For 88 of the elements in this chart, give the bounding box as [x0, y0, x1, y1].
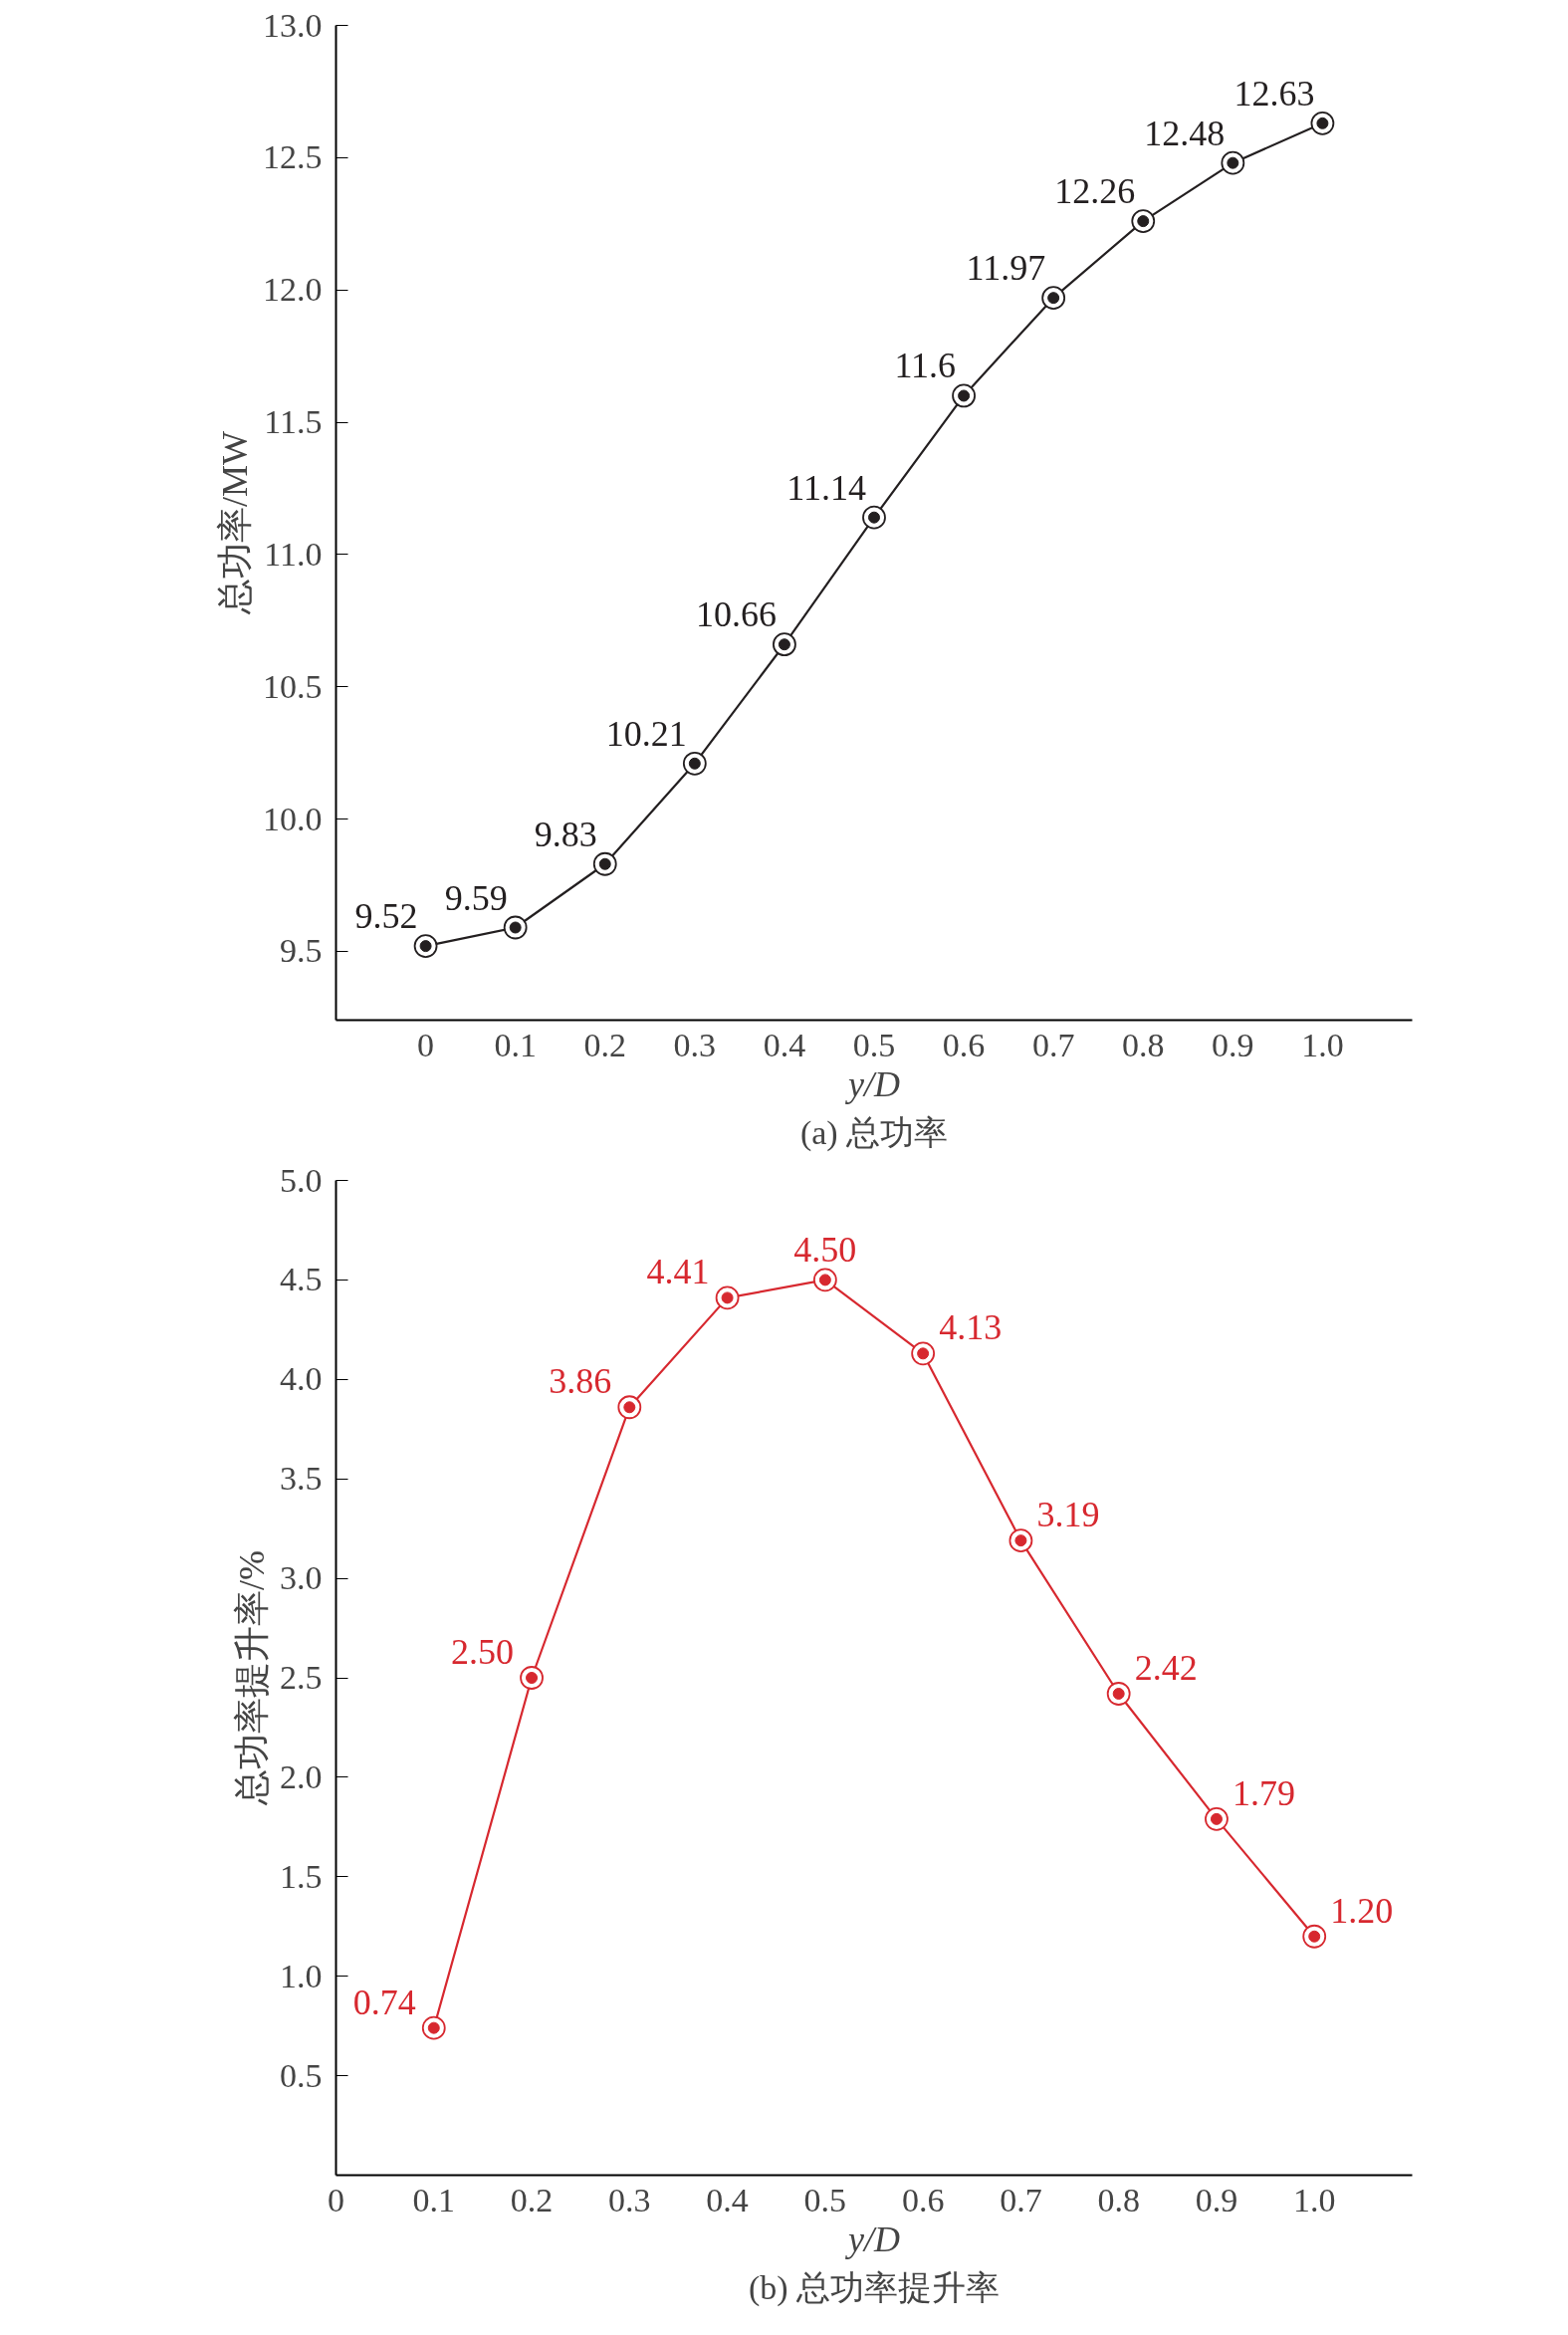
y-tick-label: 10.5 [263, 667, 323, 705]
x-tick-label: 0.1 [494, 1026, 537, 1063]
x-tick-label: 0.4 [706, 2181, 749, 2218]
x-tick-label: 0 [417, 1026, 435, 1063]
data-label: 12.63 [1233, 73, 1315, 114]
y-tick-label: 3.5 [280, 1460, 323, 1498]
data-label: 1.20 [1330, 1890, 1394, 1931]
data-label: 11.97 [966, 248, 1046, 289]
point [715, 1285, 740, 1310]
point [1310, 111, 1335, 135]
y-tick-label: 10.0 [263, 800, 323, 837]
point [1041, 286, 1066, 311]
point [682, 751, 707, 776]
x-tick-label: 0.8 [1122, 1026, 1165, 1063]
point [617, 1395, 642, 1420]
point [421, 2015, 446, 2040]
y-tick-label: 1.5 [280, 1857, 323, 1895]
y-tick-label: 2.5 [280, 1659, 323, 1696]
y-tick-label: 1.0 [280, 1957, 323, 1994]
point [911, 1341, 936, 1366]
point [1008, 1528, 1033, 1553]
x-tick-label: 1.0 [1301, 1026, 1344, 1063]
data-label: 9.52 [354, 896, 418, 937]
y-tick-label: 2.0 [280, 1757, 323, 1795]
data-label: 4.13 [939, 1307, 1003, 1348]
y-tick-label: 4.5 [280, 1261, 323, 1298]
data-label: 11.6 [894, 346, 957, 386]
data-label: 0.74 [352, 1982, 416, 2022]
x-tick-label: 0 [328, 2181, 344, 2218]
x-tick-label: 0.7 [1000, 2181, 1042, 2218]
y-tick-label: 11.5 [264, 403, 323, 441]
y-axis-title: 总功率/MW [215, 430, 255, 615]
point [592, 851, 617, 876]
y-tick-label: 5.0 [280, 1161, 323, 1199]
text: (a) 总功率 [799, 1113, 949, 1152]
point [1302, 1924, 1327, 1949]
y-tick-label: 13.0 [263, 6, 323, 44]
x-tick-label: 0.1 [412, 2181, 456, 2218]
x-tick-label: 0.4 [763, 1026, 806, 1063]
x-tick-label: 0.7 [1031, 1026, 1075, 1063]
x-tick-label: 0.5 [803, 2181, 847, 2218]
point [773, 632, 796, 657]
data-label: 10.66 [695, 594, 777, 635]
y-tick-label: 0.5 [280, 2056, 323, 2094]
data-label: 4.50 [793, 1230, 857, 1271]
point [862, 505, 886, 530]
point [812, 1268, 837, 1292]
x-tick-label: 0.2 [583, 1026, 626, 1063]
x-tick-label: 0.8 [1097, 2181, 1140, 2218]
point [1131, 209, 1156, 233]
x-tick-label: 0.9 [1212, 1026, 1254, 1063]
point [1205, 1806, 1229, 1831]
x-axis-title: y/D [845, 2218, 900, 2259]
y-tick-label: 12.5 [263, 138, 323, 176]
data-label: 9.83 [534, 814, 597, 854]
data-label: 4.41 [646, 1252, 710, 1292]
data-label: 3.19 [1036, 1495, 1100, 1535]
x-axis-title: y/D [845, 1063, 900, 1104]
y-axis-title: 总功率提升率/% [232, 1550, 272, 1806]
x-tick-label: 0.3 [673, 1026, 717, 1063]
data-label: 1.79 [1232, 1772, 1295, 1813]
point [503, 915, 528, 940]
data-label: 10.21 [605, 713, 687, 754]
point [1221, 150, 1245, 175]
point [952, 383, 976, 408]
y-tick-label: 9.5 [280, 932, 323, 970]
x-tick-label: 0.6 [901, 2181, 945, 2218]
y-tick-label: 3.0 [280, 1559, 323, 1597]
data-label: 2.50 [451, 1632, 515, 1672]
y-tick-label: 12.0 [263, 271, 323, 309]
text: (b) 总功率提升率 [748, 2268, 1001, 2307]
point [520, 1666, 544, 1690]
y-tick-label: 11.0 [264, 535, 323, 573]
point [413, 934, 438, 958]
x-tick-label: 0.3 [608, 2181, 651, 2218]
y-tick-label: 4.0 [280, 1360, 323, 1398]
data-label: 3.86 [549, 1361, 612, 1402]
data-label: 12.48 [1144, 113, 1226, 153]
x-tick-label: 1.0 [1292, 2181, 1336, 2218]
point [1106, 1682, 1131, 1706]
data-label: 2.42 [1134, 1647, 1198, 1688]
x-tick-label: 0.2 [510, 2181, 554, 2218]
data-label: 9.59 [444, 877, 508, 918]
data-label: 12.26 [1054, 171, 1136, 212]
x-tick-label: 0.9 [1195, 2181, 1238, 2218]
data-label: 11.14 [786, 467, 867, 508]
x-tick-label: 0.6 [942, 1026, 986, 1063]
x-tick-label: 0.5 [852, 1026, 896, 1063]
